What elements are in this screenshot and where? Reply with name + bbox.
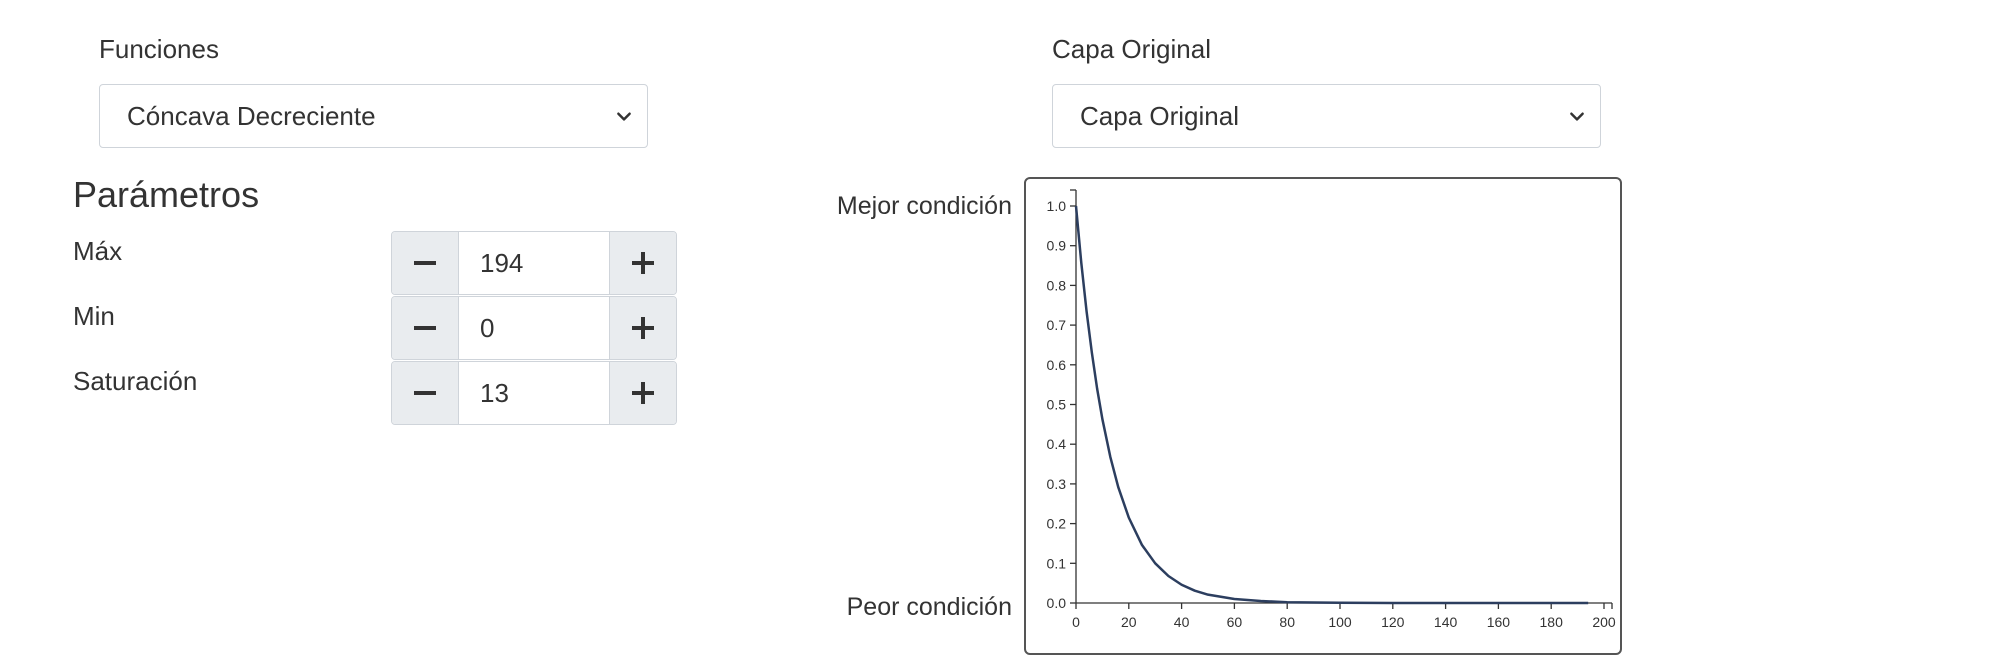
parametros-title: Parámetros: [73, 174, 260, 215]
minus-icon: [414, 391, 436, 395]
max-decrement-button[interactable]: [392, 232, 459, 294]
y-tick-label: 0.6: [1047, 357, 1067, 373]
y-tick-label: 0.0: [1047, 595, 1067, 611]
plus-icon: [632, 382, 654, 404]
min-value[interactable]: 0: [480, 312, 495, 343]
y-tick-label: 1.0: [1047, 198, 1067, 214]
x-tick-label: 40: [1174, 614, 1190, 630]
x-tick-label: 0: [1072, 614, 1080, 630]
y-tick-label: 0.5: [1047, 397, 1067, 413]
x-tick-label: 20: [1121, 614, 1137, 630]
y-tick-label: 0.8: [1047, 277, 1067, 293]
x-tick-label: 180: [1540, 614, 1564, 630]
y-tick-label: 0.4: [1047, 436, 1067, 452]
x-tick-label: 160: [1487, 614, 1511, 630]
best-condition-label: Mejor condición: [836, 192, 1012, 220]
x-tick-label: 120: [1381, 614, 1405, 630]
y-tick-label: 0.7: [1047, 317, 1067, 333]
chevron-down-icon: [1570, 112, 1584, 121]
function-chart-svg: 0.0 0.1 0.2 0.3 0.4 0.5 0.6 0.7 0.8 0.9 1.0 0 20 40 60…: [1047, 189, 1616, 630]
y-tick-label: 0.1: [1047, 555, 1067, 571]
y-tick-label: 0.2: [1047, 516, 1067, 532]
saturacion-decrement-button[interactable]: [392, 362, 459, 424]
param-label-saturacion: Saturación: [73, 366, 198, 396]
param-label-max: Máx: [73, 236, 123, 266]
plus-icon: [632, 252, 654, 274]
plus-icon: [632, 317, 654, 339]
y-tick-label: 0.3: [1047, 476, 1067, 492]
funciones-select[interactable]: Cóncava Decreciente: [99, 84, 648, 148]
funciones-select-value: Cóncava Decreciente: [127, 100, 376, 131]
saturacion-value[interactable]: 13: [480, 377, 509, 408]
minus-icon: [414, 261, 436, 265]
x-tick-label: 200: [1592, 614, 1616, 630]
x-tick-label: 60: [1227, 614, 1243, 630]
capa-select-value: Capa Original: [1080, 100, 1239, 131]
min-stepper[interactable]: 0: [391, 296, 677, 360]
max-stepper[interactable]: 194: [391, 231, 677, 295]
worst-condition-label: Peor condición: [846, 593, 1012, 621]
capa-select[interactable]: Capa Original: [1052, 84, 1601, 148]
x-tick-label: 140: [1434, 614, 1458, 630]
saturacion-stepper[interactable]: 13: [391, 361, 677, 425]
y-tick-label: 0.9: [1047, 238, 1067, 254]
series-line: [1074, 205, 1589, 605]
function-chart: 0.0 0.1 0.2 0.3 0.4 0.5 0.6 0.7 0.8 0.9 1.0 0 20 40 60…: [1024, 177, 1622, 655]
funciones-label: Funciones: [99, 34, 219, 64]
min-decrement-button[interactable]: [392, 297, 459, 359]
chevron-down-icon: [617, 112, 631, 121]
x-tick-label: 80: [1279, 614, 1295, 630]
max-increment-button[interactable]: [609, 232, 676, 294]
max-value[interactable]: 194: [480, 247, 524, 278]
minus-icon: [414, 326, 436, 330]
x-tick-label: 100: [1328, 614, 1352, 630]
param-label-min: Min: [73, 301, 115, 331]
saturacion-increment-button[interactable]: [609, 362, 676, 424]
min-increment-button[interactable]: [609, 297, 676, 359]
capa-label: Capa Original: [1052, 34, 1211, 64]
